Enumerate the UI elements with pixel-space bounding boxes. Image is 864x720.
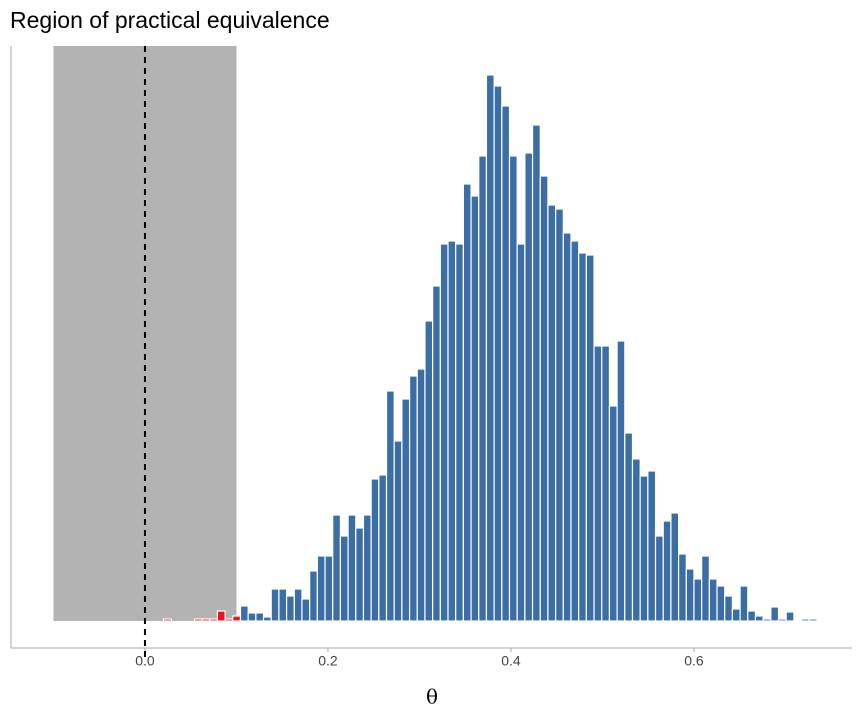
bar (324, 555, 334, 622)
x-tick-label: 0.2 (318, 653, 338, 669)
x-tick-label: 0.6 (684, 653, 704, 669)
bar (555, 208, 564, 622)
bar (309, 570, 318, 622)
bar (547, 204, 557, 622)
bar (470, 195, 480, 622)
x-tick-label: 0.0 (135, 653, 155, 669)
bar (293, 588, 303, 622)
bar (455, 243, 464, 622)
bar (385, 390, 395, 622)
bar (478, 155, 488, 622)
bar (485, 74, 495, 622)
bar (408, 375, 418, 622)
bar (362, 514, 372, 622)
bar (224, 618, 234, 622)
bar (770, 606, 780, 622)
bar (762, 618, 772, 622)
bar (739, 585, 749, 622)
bar (593, 345, 603, 622)
bar (247, 612, 257, 622)
bar (416, 368, 426, 622)
bar (716, 585, 726, 622)
bar (378, 474, 388, 622)
bar (232, 615, 242, 622)
bar (616, 340, 626, 622)
chart-title: Region of practical equivalence (10, 7, 330, 33)
bar (270, 588, 280, 622)
bar (355, 527, 365, 622)
bar (447, 240, 457, 622)
bar (800, 618, 810, 622)
bar (432, 285, 441, 622)
bar (808, 618, 818, 622)
bar (785, 611, 795, 622)
bar (701, 555, 710, 622)
bar (647, 470, 657, 622)
bar (370, 478, 380, 622)
bar (393, 440, 403, 622)
bar (670, 512, 680, 622)
bar (654, 535, 664, 622)
x-tick-label: 0.4 (501, 653, 521, 669)
bar (708, 578, 718, 622)
bar (347, 514, 357, 622)
bar (401, 398, 411, 622)
bar (301, 598, 311, 622)
bar (747, 610, 757, 622)
bar (777, 618, 787, 622)
bar (516, 243, 526, 622)
bar (163, 618, 172, 622)
bar (239, 605, 249, 622)
bar (209, 618, 219, 622)
bar (286, 595, 295, 622)
bar (731, 608, 741, 622)
bar (639, 475, 649, 622)
bar (562, 232, 572, 622)
bar (201, 618, 211, 622)
bar (424, 320, 434, 622)
bar (570, 240, 580, 622)
bar (624, 432, 634, 622)
bar (501, 105, 511, 622)
bar (601, 345, 611, 622)
bar (332, 514, 342, 622)
bar (524, 152, 534, 622)
bar (262, 616, 272, 622)
bar (216, 610, 226, 622)
bar (508, 155, 518, 622)
bar (255, 612, 265, 622)
bar (578, 252, 587, 622)
bar (754, 615, 764, 622)
bar (631, 458, 641, 622)
bar (439, 243, 449, 622)
bar (608, 405, 618, 622)
bar (278, 588, 288, 622)
bar (531, 124, 541, 622)
bar (462, 183, 472, 622)
bar (662, 520, 672, 622)
bar (193, 618, 203, 622)
bar (539, 175, 549, 622)
bar (316, 555, 326, 622)
bar (493, 85, 503, 622)
bar (685, 568, 695, 622)
bar (693, 578, 703, 622)
bar (339, 535, 349, 622)
bar (724, 595, 734, 622)
x-axis-label: θ (426, 685, 438, 709)
bar (678, 553, 687, 622)
bar (585, 254, 595, 622)
